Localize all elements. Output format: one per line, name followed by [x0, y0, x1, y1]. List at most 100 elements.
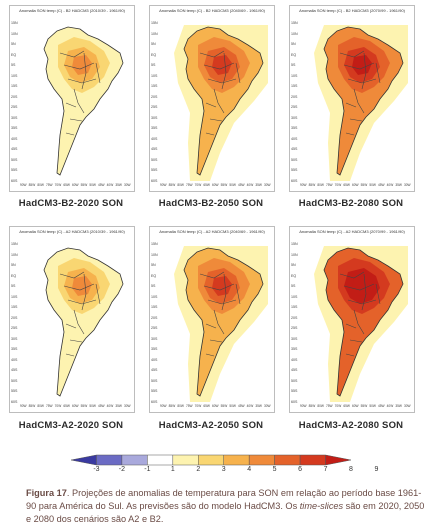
- color-scale-label: -1: [144, 466, 151, 473]
- latitude-tick-label: 60S: [151, 400, 158, 404]
- color-scale-segment: [299, 454, 326, 466]
- longitude-tick-label: 90W: [20, 404, 27, 408]
- latitude-tick-label: 10S: [151, 294, 158, 299]
- longitude-tick-label: 65W: [63, 183, 70, 187]
- country-border: [65, 132, 75, 136]
- map-header: Anomalia SON temp (C) - A2 HADCM3 (2070/…: [299, 229, 405, 234]
- latitude-tick-label: 15S: [11, 305, 18, 310]
- longitude-tick-label: 65W: [343, 404, 350, 408]
- country-border: [205, 102, 217, 108]
- country-border: [65, 323, 77, 329]
- latitude-tick-label: EQ: [151, 273, 157, 278]
- country-border: [339, 271, 365, 279]
- longitude-tick-label: 60W: [352, 183, 359, 187]
- longitude-tick-label: 80W: [317, 183, 324, 187]
- color-scale-segment: [70, 454, 97, 466]
- latitude-tick-label: 40S: [291, 357, 298, 362]
- latitude-tick-label: 45S: [291, 147, 298, 152]
- country-border: [69, 339, 83, 343]
- country-border: [361, 52, 367, 90]
- latitude-tick-label: 35S: [11, 347, 18, 352]
- south-america-map: [304, 244, 408, 402]
- longitude-labels: 90W 85W 80W 75W 70W 65W 60W 55W 50W 45W 40W 35W 30W: [20, 404, 131, 410]
- country-border: [235, 283, 241, 305]
- map-header: Anomalia SON temp (C) - B2 HADCM3 (2040/…: [159, 8, 265, 13]
- longitude-tick-label: 30W: [124, 404, 131, 408]
- country-border: [67, 299, 97, 305]
- panel-caption: HadCM3-A2-2020 SON: [18, 420, 124, 431]
- longitude-tick-label: 40W: [246, 183, 254, 187]
- longitude-tick-label: 85W: [168, 183, 176, 187]
- longitude-tick-label: 55W: [80, 404, 88, 408]
- panel-caption: HadCM3-B2-2020 SON: [18, 198, 124, 209]
- longitude-tick-label: 60W: [72, 404, 79, 408]
- figure-caption-italic: time-slices: [299, 501, 344, 511]
- latitude-tick-label: 5N: [151, 42, 156, 47]
- color-scale-label: 1: [170, 466, 175, 473]
- country-border: [73, 88, 85, 114]
- longitude-tick-label: 50W: [369, 183, 376, 187]
- longitude-tick-label: 70W: [194, 183, 202, 187]
- latitude-tick-label: 40S: [291, 136, 298, 141]
- latitude-tick-label: 20S: [291, 94, 298, 99]
- latitude-tick-label: 10N: [151, 252, 158, 257]
- longitude-tick-label: 70W: [334, 183, 342, 187]
- latitude-tick-label: 45S: [151, 147, 158, 152]
- longitude-tick-label: 40W: [386, 183, 394, 187]
- country-border: [59, 50, 85, 58]
- country-border: [339, 50, 365, 58]
- latitude-tick-label: 40S: [11, 357, 18, 362]
- country-border: [73, 309, 85, 335]
- latitude-tick-label: 15N: [151, 242, 158, 246]
- longitude-tick-label: 70W: [194, 404, 202, 408]
- longitude-tick-label: 75W: [46, 404, 53, 408]
- latitude-tick-label: 20S: [11, 315, 18, 320]
- longitude-tick-label: 35W: [395, 404, 402, 408]
- country-border: [207, 78, 237, 84]
- latitude-labels: 15N 10N 5N EQ 5S 10S 15S 20S 25S 30S 35S 40S 45S 50S 5…: [151, 242, 164, 404]
- latitude-tick-label: 50S: [291, 378, 298, 383]
- map-frame: Anomalia SON temp (C) - A2 HADCM3 (2010/…: [9, 226, 135, 413]
- figure-caption: Figura 17. Projeções de anomalias de tem…: [26, 487, 426, 526]
- country-border: [343, 62, 375, 70]
- latitude-labels: 15N 10N 5N EQ 5S 10S 15S 20S 25S 30S 35S 40S 45S 50S 5…: [291, 21, 304, 183]
- longitude-tick-label: 45W: [98, 183, 105, 187]
- color-scale-segment: [147, 454, 174, 466]
- latitude-tick-label: 30S: [291, 336, 298, 341]
- latitude-tick-label: 15S: [151, 305, 158, 310]
- longitude-tick-label: 50W: [89, 404, 96, 408]
- latitude-tick-label: 20S: [11, 94, 18, 99]
- latitude-labels: 15N 10N 5N EQ 5S 10S 15S 20S 25S 30S 35S 40S 45S 50S 5…: [11, 21, 24, 183]
- longitude-tick-label: 30W: [404, 404, 411, 408]
- longitude-tick-label: 75W: [326, 183, 333, 187]
- latitude-tick-label: 30S: [151, 336, 158, 341]
- country-border: [199, 271, 225, 279]
- latitude-tick-label: 35S: [151, 126, 158, 131]
- map-frame: Anomalia SON temp (C) - B2 HADCM3 (2010/…: [9, 5, 135, 192]
- latitude-tick-label: 55S: [11, 168, 18, 173]
- country-border: [95, 283, 101, 305]
- country-border: [205, 323, 217, 329]
- latitude-tick-label: 25S: [11, 105, 18, 110]
- country-border: [205, 353, 215, 357]
- longitude-tick-label: 30W: [264, 404, 271, 408]
- latitude-tick-label: 60S: [11, 400, 18, 404]
- country-border: [375, 62, 381, 84]
- latitude-tick-label: 40S: [151, 136, 158, 141]
- longitude-tick-label: 30W: [124, 183, 131, 187]
- longitude-tick-label: 90W: [160, 404, 167, 408]
- map-header: Anomalia SON temp (C) - B2 HADCM3 (2010/…: [19, 8, 125, 13]
- latitude-tick-label: 15S: [291, 84, 298, 89]
- latitude-tick-label: 10S: [11, 294, 18, 299]
- latitude-labels: 15N 10N 5N EQ 5S 10S 15S 20S 25S 30S 35S 40S 45S 50S 5…: [11, 242, 24, 404]
- longitude-tick-label: 60W: [212, 404, 219, 408]
- anomaly-contour: [352, 276, 372, 296]
- longitude-labels: 90W 85W 80W 75W 70W 65W 60W 55W 50W 45W 40W 35W 30W: [300, 404, 411, 410]
- latitude-tick-label: 30S: [291, 115, 298, 120]
- country-border: [95, 62, 101, 84]
- map-header: Anomalia SON temp (C) - A2 HADCM3 (2010/…: [19, 229, 125, 234]
- longitude-labels: 90W 85W 80W 75W 70W 65W 60W 55W 50W 45W 40W 35W 30W: [20, 183, 131, 189]
- color-scale-label: 8: [349, 466, 353, 473]
- latitude-tick-label: 55S: [151, 389, 158, 394]
- longitude-tick-label: 80W: [177, 404, 184, 408]
